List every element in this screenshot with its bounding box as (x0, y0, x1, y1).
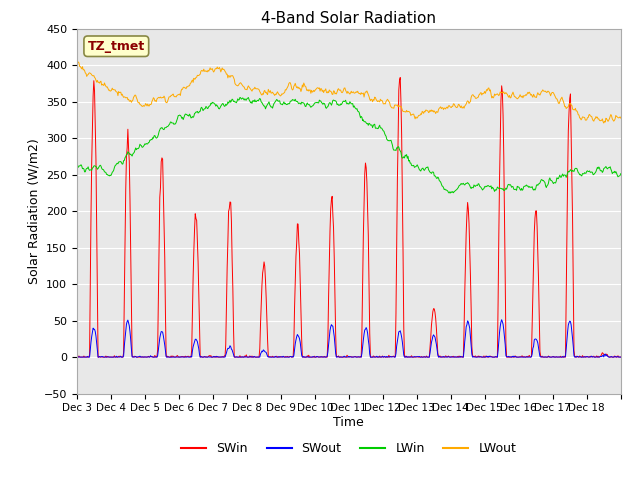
LWin (137, 142, 145, 148)
LWin (445, 190, 453, 196)
SWout (617, 354, 625, 360)
Title: 4-Band Solar Radiation: 4-Band Solar Radiation (261, 11, 436, 26)
X-axis label: Time: Time (333, 416, 364, 429)
SWin (237, 354, 245, 360)
SWin (74, 354, 82, 360)
LWout (617, 115, 625, 121)
SWin (138, 354, 145, 360)
LWout (237, 80, 244, 85)
LWout (435, 106, 443, 111)
SWin (437, 354, 445, 360)
LWin (285, 101, 292, 107)
SWin (264, 354, 272, 360)
SWout (73, 354, 81, 360)
LWout (73, 58, 81, 63)
SWout (435, 353, 443, 359)
LWin (406, 157, 413, 163)
Text: TZ_tmet: TZ_tmet (88, 40, 145, 53)
SWin (285, 354, 292, 360)
LWin (264, 100, 272, 106)
LWout (600, 120, 607, 126)
Line: LWin: LWin (77, 97, 621, 193)
SWout (237, 354, 244, 360)
SWin (406, 354, 414, 360)
SWout (264, 353, 271, 359)
SWin (617, 354, 625, 360)
LWin (237, 96, 245, 102)
Line: SWout: SWout (77, 320, 621, 357)
SWin (73, 354, 81, 360)
LWout (264, 92, 271, 97)
Line: LWout: LWout (77, 60, 621, 123)
SWin (396, 75, 404, 81)
LWout (137, 102, 145, 108)
LWin (436, 179, 444, 184)
Legend: SWin, SWout, LWin, LWout: SWin, SWout, LWin, LWout (176, 437, 522, 460)
SWout (284, 354, 292, 360)
LWout (405, 108, 413, 114)
Y-axis label: Solar Radiation (W/m2): Solar Radiation (W/m2) (28, 138, 41, 284)
SWout (405, 354, 413, 360)
LWin (73, 165, 81, 171)
LWin (236, 95, 244, 100)
SWout (498, 317, 506, 323)
SWout (137, 354, 145, 360)
LWout (284, 83, 292, 89)
LWin (617, 171, 625, 177)
Line: SWin: SWin (77, 78, 621, 357)
